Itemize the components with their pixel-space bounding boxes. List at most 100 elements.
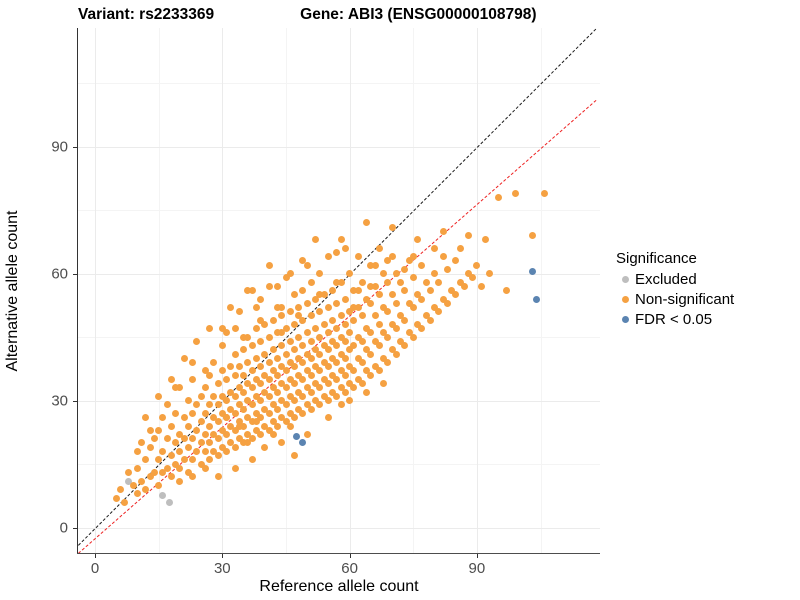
data-point [312,325,320,333]
data-point [380,329,388,337]
data-point [261,422,269,430]
data-point [320,320,328,328]
data-point [240,405,247,413]
data-point [333,359,341,366]
data-point [320,359,328,366]
data-point [392,299,400,307]
data-point [312,380,320,388]
data-point [312,236,320,244]
legend-item[interactable]: Non-significant [616,289,796,309]
data-point [414,320,421,328]
data-point [494,193,502,201]
x-tick-label-90: 90 [468,560,486,577]
data-point [316,308,324,316]
data-point [431,270,438,278]
data-point [223,397,230,405]
data-point [150,469,158,477]
data-point [312,363,320,371]
data-point [184,397,192,405]
data-point [278,342,286,349]
data-point [337,401,345,409]
data-point [184,422,192,430]
data-point [165,498,173,506]
data-point [464,270,472,278]
data-point [435,278,443,286]
data-point [303,299,311,307]
data-point [248,367,256,375]
data-point [358,380,366,388]
data-point [329,354,337,362]
data-point [167,422,175,430]
data-point [269,401,277,409]
legend-item-label: Non-significant [635,290,735,308]
data-point [371,337,379,345]
data-point [265,409,273,417]
data-point [257,414,264,421]
data-point [227,303,235,311]
data-point [240,422,247,430]
data-point [290,380,298,388]
data-point [397,337,404,345]
x-axis-line [77,553,600,554]
data-point [286,337,294,345]
data-point [367,282,375,290]
data-point [363,367,371,375]
data-point [244,359,252,366]
data-point [248,435,256,443]
data-point [231,350,239,358]
data-point [142,414,150,421]
y-tick-30 [73,400,77,402]
data-point [235,422,243,430]
data-point [235,435,243,443]
y-tick-label-60: 60 [51,265,68,283]
data-point [223,375,230,383]
data-point [354,375,362,383]
data-point [252,375,260,383]
data-point [337,236,345,244]
data-point [380,380,388,388]
gridline-y-90 [78,146,600,148]
data-point [133,447,141,455]
data-point [401,316,409,324]
data-point [456,244,464,252]
data-point [401,265,409,273]
data-point [354,333,362,341]
data-point [248,287,256,294]
data-point [223,447,230,455]
variant-title: Variant: rs2233369 [78,6,215,23]
data-point [363,295,371,303]
data-point [371,312,379,320]
data-point [206,456,214,464]
data-point [503,287,511,294]
data-point [316,367,324,375]
data-point [409,303,417,311]
gridline-x-30 [222,28,224,553]
data-point [223,414,230,421]
data-point [320,375,328,383]
data-point [210,431,218,438]
data-point [324,329,332,337]
data-point [218,325,226,333]
data-point [443,299,451,307]
data-point [278,312,286,320]
data-point [363,346,371,354]
data-point [218,409,226,417]
data-point [201,409,209,417]
data-point [133,490,141,498]
legend-key [616,315,634,323]
data-point [384,257,392,265]
data-point [231,426,239,434]
data-point [189,359,197,366]
data-point [375,342,383,349]
data-point [214,418,222,426]
legend-item[interactable]: Excluded [616,269,796,289]
data-point [274,354,281,362]
x-axis-label: Reference allele count [259,578,419,595]
data-point [448,287,455,294]
data-point [146,443,154,451]
legend-title: Significance [616,250,697,267]
data-point [244,414,252,421]
data-point [125,477,133,485]
legend-item[interactable]: FDR < 0.05 [616,309,796,329]
data-point [397,312,404,320]
